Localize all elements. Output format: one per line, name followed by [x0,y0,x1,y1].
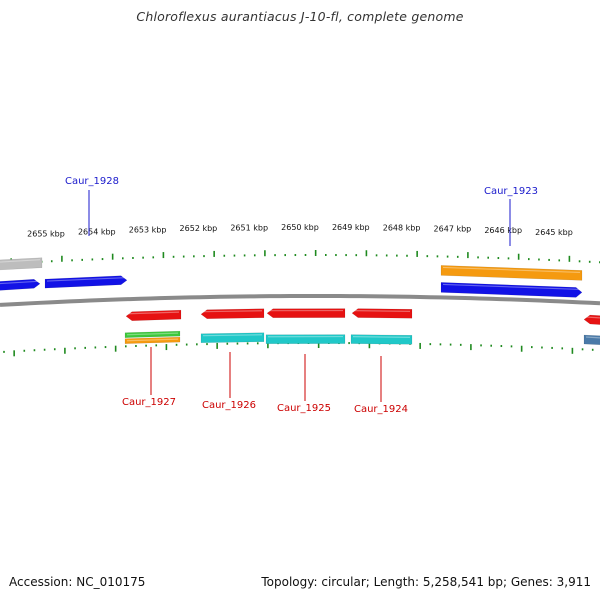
gene-label: Caur_1928 [65,176,119,187]
gene-feature-highlight [353,310,411,312]
genome-backbone [0,294,600,307]
outer-tick-ring [0,250,600,265]
ruler-label: 2645 kbp [535,228,573,237]
ruler-label: 2655 kbp [27,230,65,239]
gene-feature [583,334,600,346]
gene-feature-highlight [46,277,126,282]
gene-feature-highlight [126,338,179,342]
gene-label: Caur_1924 [354,404,408,415]
gene-feature [200,308,265,319]
gene-feature [440,282,583,298]
ruler-label: 2653 kbp [129,226,167,235]
gene-label: Caur_1923 [484,186,538,197]
gene-label: Caur_1927 [122,397,176,408]
ruler-labels: 2655 kbp 2654 kbp 2653 kbp 2652 kbp 2651 kbp… [27,223,573,238]
gene-feature [266,308,346,318]
gene-feature [0,279,41,291]
gene-feature [583,314,600,325]
gene-feature-highlight [126,332,179,336]
ruler-label: 2649 kbp [332,223,370,232]
ruler-label: 2646 kbp [484,226,522,235]
gene-label: Caur_1925 [277,403,331,414]
gene-feature-highlight [127,311,180,315]
gene-feature-highlight [442,283,581,291]
ruler-label: 2652 kbp [180,224,218,233]
ruler-label: 2648 kbp [383,224,421,233]
ruler-label: 2647 kbp [434,225,472,234]
gene-feature [125,309,182,321]
gene-feature-highlight [352,336,411,338]
gene-feature [350,334,413,345]
gene-features [0,257,600,346]
gene-feature-highlight [202,334,263,337]
gene-feature-highlight [0,280,39,285]
gene-feature [44,275,128,289]
gene-label-leaders [88,190,511,402]
gene-feature-highlight [442,266,581,274]
gene-feature [351,308,413,319]
gene-feature [440,265,583,281]
ruler-label: 2650 kbp [281,223,319,232]
genome-summary: Topology: circular; Length: 5,258,541 bp… [261,575,591,589]
gene-label: Caur_1926 [202,400,256,411]
gene-labels: Caur_1928 Caur_1923 Caur_1927 Caur_1926 Caur… [65,176,538,415]
genome-title: Chloroflexus aurantiacus J-10-fl, comple… [136,9,464,24]
gene-feature [124,330,181,338]
inner-tick-ring [3,342,594,357]
gene-feature-highlight [585,336,600,339]
gene-feature [0,257,43,271]
gene-feature [124,336,181,344]
gene-feature-highlight [0,259,41,263]
gene-feature [265,334,346,344]
gene-feature [200,332,265,343]
gene-feature-highlight [585,316,600,319]
gene-feature-highlight [202,310,263,313]
ruler-label: 2654 kbp [78,227,116,236]
ruler-label: 2651 kbp [230,223,268,232]
accession-label: Accession: NC_010175 [9,575,146,589]
